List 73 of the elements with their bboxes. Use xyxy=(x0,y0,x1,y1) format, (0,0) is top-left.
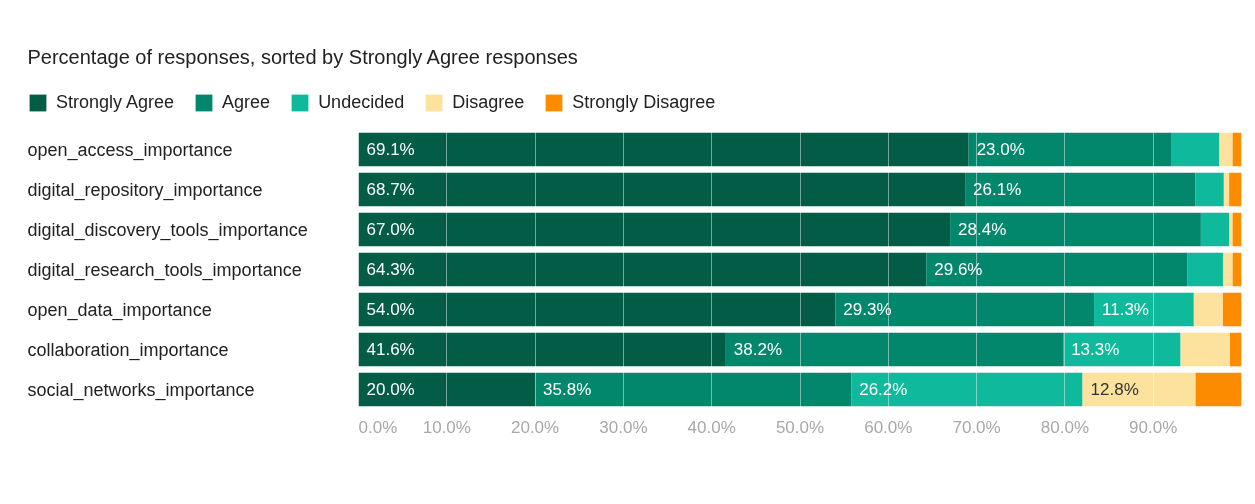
data-label: 11.3% xyxy=(1102,300,1149,319)
bar xyxy=(1180,332,1231,367)
x-tick-label: 0.0% xyxy=(358,417,398,437)
data-label: 54.0% xyxy=(366,300,415,319)
bar xyxy=(1229,172,1242,207)
x-tick-label: 20.0% xyxy=(511,417,560,437)
y-tick-label: open_data_importance xyxy=(27,299,212,321)
data-label: 26.1% xyxy=(973,180,1022,199)
legend-label: Agree xyxy=(222,92,271,113)
data-label: 13.3% xyxy=(1071,340,1120,359)
x-tick-label: 30.0% xyxy=(599,417,648,437)
bar xyxy=(968,132,1172,167)
bar xyxy=(1195,372,1242,407)
bar xyxy=(535,372,852,407)
y-tick-label: open_access_importance xyxy=(27,139,233,161)
bar xyxy=(965,172,1196,207)
bar xyxy=(358,332,726,367)
data-label: 41.6% xyxy=(366,340,415,359)
data-label: 67.0% xyxy=(366,220,415,239)
data-label: 28.4% xyxy=(958,220,1007,239)
bar xyxy=(725,332,1064,367)
bar xyxy=(1200,212,1230,247)
bar xyxy=(1171,132,1220,167)
data-label: 26.2% xyxy=(859,380,908,399)
data-label: 29.3% xyxy=(843,300,892,319)
bar xyxy=(1082,372,1196,407)
bar xyxy=(1222,252,1233,287)
x-tick-label: 50.0% xyxy=(775,417,825,437)
y-tick-label: digital_repository_importance xyxy=(27,179,263,201)
x-tick-label: 10.0% xyxy=(422,417,471,437)
bar xyxy=(358,132,969,167)
bar xyxy=(358,252,927,287)
bar xyxy=(851,372,1083,407)
bar xyxy=(1219,132,1233,167)
bar xyxy=(358,372,536,407)
bar xyxy=(1229,212,1233,247)
y-tick-label: digital_research_tools_importance xyxy=(27,259,302,281)
x-tick-label: 60.0% xyxy=(864,417,913,437)
y-tick-label: collaboration_importance xyxy=(27,339,229,361)
legend-label: Disagree xyxy=(452,92,525,113)
data-label: 35.8% xyxy=(543,380,592,399)
legend-label: Strongly Disagree xyxy=(572,92,716,113)
x-tick-label: 80.0% xyxy=(1040,417,1089,437)
bar xyxy=(1187,252,1223,287)
bar xyxy=(926,252,1188,287)
data-label: 23.0% xyxy=(976,140,1025,159)
x-tick-label: 70.0% xyxy=(952,417,1001,437)
bar xyxy=(1230,332,1242,367)
data-label: 12.8% xyxy=(1090,380,1139,399)
y-tick-label: social_networks_importance xyxy=(27,379,255,401)
legend-label: Strongly Agree xyxy=(56,92,175,113)
bar xyxy=(1195,172,1224,207)
bar xyxy=(950,212,1201,247)
x-tick-label: 40.0% xyxy=(687,417,736,437)
bar xyxy=(1193,292,1223,327)
bar xyxy=(1223,172,1230,207)
legend-label: Undecided xyxy=(318,92,405,113)
data-label: 38.2% xyxy=(733,340,783,359)
bar xyxy=(358,292,836,327)
y-tick-label: digital_discovery_tools_importance xyxy=(27,219,308,241)
bar xyxy=(1063,332,1181,367)
bar xyxy=(358,212,951,247)
bar xyxy=(1094,292,1194,327)
x-tick-label: 90.0% xyxy=(1129,417,1178,437)
bar xyxy=(835,292,1095,327)
data-label: 68.7% xyxy=(366,180,415,199)
bar xyxy=(358,172,966,207)
chart-title: Percentage of responses, sorted by Strongly Agree responses xyxy=(27,45,578,68)
data-label: 64.3% xyxy=(366,260,415,279)
bar xyxy=(1222,292,1242,327)
data-label: 20.0% xyxy=(366,380,415,399)
data-label: 69.1% xyxy=(366,140,415,159)
data-label: 29.6% xyxy=(934,260,983,279)
